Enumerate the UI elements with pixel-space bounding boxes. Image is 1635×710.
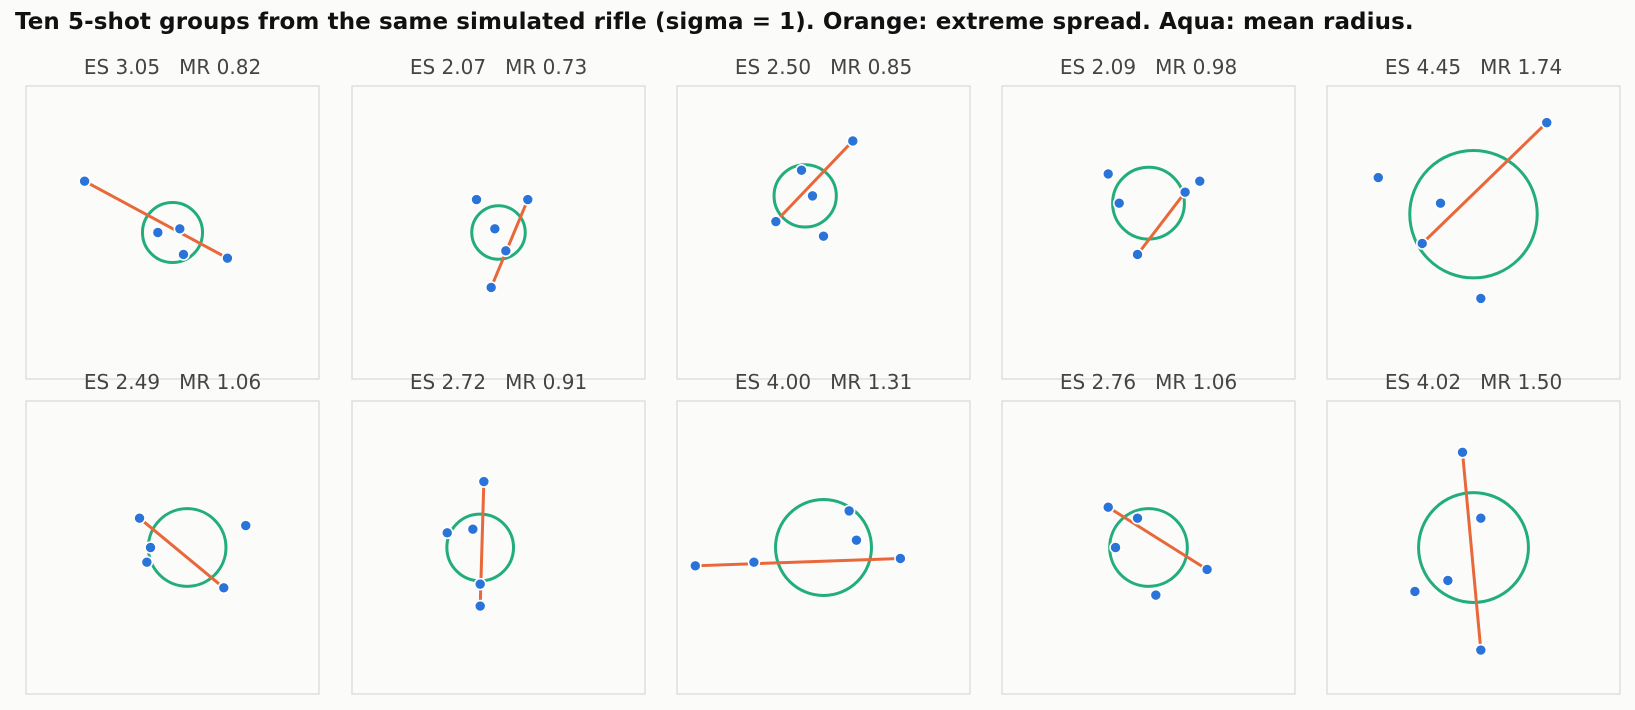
shot-point <box>806 189 819 203</box>
panel-frame <box>1326 85 1621 380</box>
shot-point <box>473 577 487 591</box>
extreme-spread-line <box>489 198 530 289</box>
extreme-spread-line <box>83 179 229 260</box>
group-panel-3: ES 2.50 MR 0.85 <box>676 55 971 380</box>
shot-point <box>521 193 535 206</box>
shot-point <box>1474 292 1488 305</box>
extreme-spread-line <box>695 556 901 568</box>
panel-frame <box>351 85 646 380</box>
shot-point <box>1540 116 1554 129</box>
extreme-spread-line <box>1421 121 1548 245</box>
shot-point <box>177 248 190 261</box>
group-panel-5: ES 4.45 MR 1.74 <box>1326 55 1621 380</box>
panel-title: ES 4.45 MR 1.74 <box>1385 55 1562 79</box>
mean-radius-circle <box>470 204 527 261</box>
panel-title: ES 2.76 MR 1.06 <box>1060 370 1237 394</box>
group-panel-8: ES 4.00 MR 1.31 <box>676 370 971 695</box>
shot-point <box>1109 541 1122 554</box>
shot-point <box>1131 511 1144 525</box>
mean-radius-circle <box>140 200 205 265</box>
shot-point <box>747 555 761 569</box>
panel-title: ES 3.05 MR 0.82 <box>84 55 261 79</box>
panel-frame <box>25 400 320 695</box>
shot-point <box>1101 500 1115 514</box>
shot-point <box>239 519 253 532</box>
shot-point <box>1193 174 1207 188</box>
panel-title: ES 4.00 MR 1.31 <box>735 370 912 394</box>
shot-point <box>1200 563 1214 576</box>
shot-point <box>795 163 808 177</box>
shot-point <box>817 229 830 243</box>
extreme-spread-line <box>1461 452 1483 651</box>
shot-point <box>1456 445 1469 459</box>
panel-frame <box>25 85 320 380</box>
shot-point <box>221 251 234 265</box>
shot-point <box>769 215 783 228</box>
panel-frame <box>1001 85 1296 380</box>
shot-point <box>1371 171 1385 184</box>
group-panel-9: ES 2.76 MR 1.06 <box>1001 370 1296 695</box>
shot-point <box>151 226 165 239</box>
shot-point <box>477 475 491 488</box>
shot-point <box>1474 511 1488 525</box>
shot-point <box>78 174 91 188</box>
panel-frame <box>1001 400 1296 695</box>
shot-point <box>1474 643 1488 657</box>
shot-point <box>1415 237 1429 250</box>
shot-point <box>470 193 483 206</box>
shot-point <box>140 555 154 569</box>
figure-title: Ten 5-shot groups from the same simulate… <box>15 9 1414 35</box>
shot-point <box>846 134 860 148</box>
shot-point <box>217 581 231 595</box>
group-panel-6: ES 2.49 MR 1.06 <box>25 370 320 695</box>
panel-frame <box>351 400 646 695</box>
shot-point <box>1178 185 1192 199</box>
shot-point <box>1101 167 1115 181</box>
panel-frame <box>676 85 971 380</box>
panel-frame <box>676 400 971 695</box>
shot-point <box>1112 196 1126 210</box>
shot-point <box>894 552 907 565</box>
panel-title: ES 2.49 MR 1.06 <box>84 370 261 394</box>
shot-point <box>1408 585 1422 598</box>
shot-point <box>144 541 157 554</box>
shot-point <box>689 559 702 573</box>
panel-frame <box>1326 400 1621 695</box>
shot-point <box>466 522 480 536</box>
shot-point <box>173 222 187 236</box>
panel-title: ES 2.07 MR 0.73 <box>410 55 587 79</box>
shot-point <box>484 281 498 294</box>
mean-radius-circle <box>1417 491 1530 604</box>
shot-point <box>1131 248 1144 261</box>
group-panel-10: ES 4.02 MR 1.50 <box>1326 370 1621 695</box>
mean-radius-circle <box>772 163 838 229</box>
group-panel-1: ES 3.05 MR 0.82 <box>25 55 320 380</box>
shot-point <box>440 526 454 540</box>
panel-title: ES 2.09 MR 0.98 <box>1060 55 1237 79</box>
shot-point <box>499 244 513 258</box>
panel-title: ES 2.50 MR 0.85 <box>735 55 912 79</box>
shot-point <box>1441 574 1455 587</box>
shot-point <box>850 533 863 547</box>
shot-point <box>1434 196 1447 210</box>
extreme-spread-line <box>774 139 854 223</box>
group-panel-7: ES 2.72 MR 0.91 <box>351 370 646 695</box>
extreme-spread-line <box>1107 505 1208 571</box>
mean-radius-circle <box>1408 148 1539 280</box>
panel-title: ES 4.02 MR 1.50 <box>1385 370 1562 394</box>
shot-point <box>473 599 487 613</box>
mean-radius-circle <box>774 498 873 597</box>
shot-point <box>488 222 502 236</box>
group-panel-4: ES 2.09 MR 0.98 <box>1001 55 1296 380</box>
extreme-spread-line <box>138 517 225 589</box>
extreme-spread-line <box>1136 191 1187 256</box>
shot-point <box>133 511 146 525</box>
panel-title: ES 2.72 MR 0.91 <box>410 370 587 394</box>
mean-radius-circle <box>146 507 228 588</box>
shot-point <box>1149 588 1163 602</box>
group-panel-2: ES 2.07 MR 0.73 <box>351 55 646 380</box>
shot-point <box>842 504 856 518</box>
